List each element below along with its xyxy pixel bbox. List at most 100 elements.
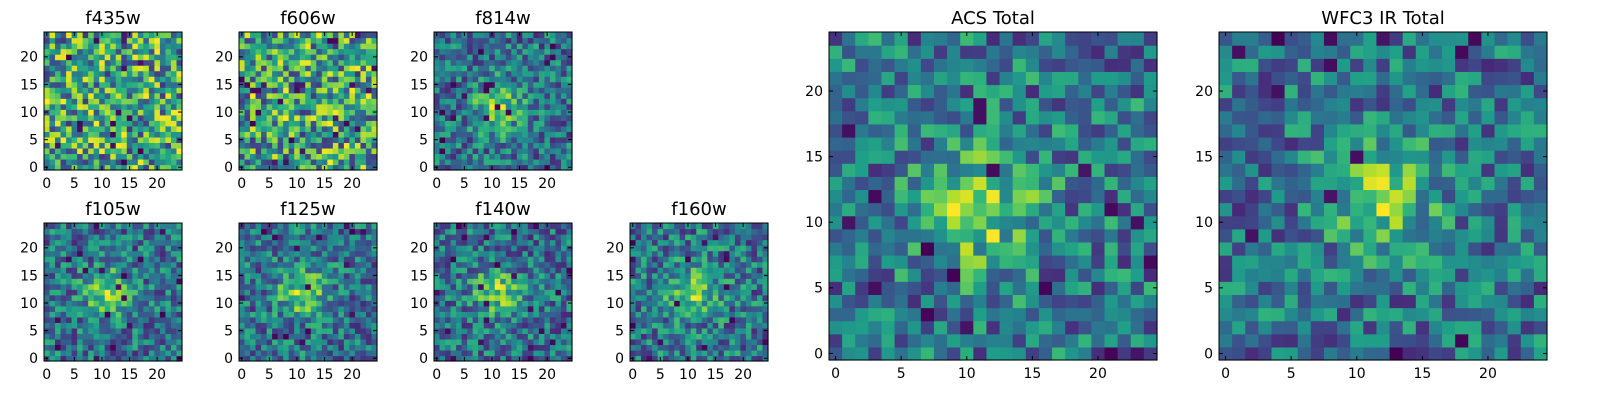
heatmap-cell bbox=[294, 234, 301, 241]
heatmap-cell bbox=[500, 32, 507, 39]
heatmap-cell bbox=[756, 300, 764, 307]
heatmap-cell bbox=[77, 283, 84, 290]
heatmap-cell bbox=[668, 239, 675, 246]
heatmap-cell bbox=[478, 43, 485, 50]
heatmap-cell bbox=[522, 333, 529, 340]
heatmap-cell bbox=[115, 316, 122, 323]
heatmap-cell bbox=[439, 333, 446, 340]
heatmap-cell bbox=[555, 300, 562, 307]
heatmap-cell bbox=[1065, 268, 1079, 282]
heatmap-cell bbox=[121, 87, 128, 94]
heatmap-cell bbox=[137, 103, 144, 110]
heatmap-cell bbox=[467, 81, 474, 88]
x-tick-label: 15 bbox=[121, 176, 139, 192]
heatmap-cell bbox=[560, 76, 568, 83]
heatmap-cell bbox=[674, 272, 681, 279]
heatmap-cell bbox=[712, 289, 719, 296]
heatmap-cell bbox=[159, 98, 167, 105]
heatmap-cell bbox=[66, 114, 73, 121]
heatmap-cell bbox=[439, 256, 446, 263]
heatmap-cell bbox=[170, 142, 178, 149]
heatmap-cell bbox=[288, 305, 295, 312]
heatmap-cell bbox=[538, 228, 545, 235]
heatmap-cell bbox=[244, 311, 251, 318]
heatmap-cell bbox=[176, 289, 183, 296]
heatmap-cell bbox=[434, 142, 441, 149]
heatmap-cell bbox=[701, 294, 708, 301]
heatmap-cell bbox=[294, 344, 301, 351]
heatmap-cell bbox=[299, 344, 306, 351]
heatmap-cell bbox=[66, 92, 73, 99]
heatmap-cell bbox=[549, 54, 557, 61]
heatmap-cell bbox=[60, 103, 67, 110]
heatmap-cell bbox=[745, 239, 753, 246]
heatmap-cell bbox=[327, 87, 334, 94]
heatmap-cell bbox=[478, 37, 485, 44]
heatmap-cell bbox=[690, 300, 697, 307]
heatmap-cell bbox=[555, 76, 562, 83]
heatmap-cell bbox=[115, 289, 122, 296]
heatmap-cell bbox=[516, 142, 523, 149]
heatmap-cell bbox=[115, 322, 122, 329]
heatmap-cell bbox=[104, 256, 111, 263]
heatmap-cell bbox=[439, 223, 446, 230]
heatmap-cell bbox=[868, 294, 883, 309]
heatmap-cell bbox=[933, 255, 948, 269]
heatmap-cell bbox=[121, 142, 128, 149]
heatmap-cell bbox=[283, 261, 290, 268]
heatmap-cell bbox=[250, 103, 257, 110]
heatmap-cell bbox=[365, 109, 373, 116]
heatmap-cell bbox=[93, 327, 100, 334]
heatmap-cell bbox=[365, 125, 373, 132]
heatmap-cell bbox=[239, 267, 246, 274]
heatmap-cell bbox=[93, 333, 100, 340]
heatmap-cell bbox=[316, 43, 323, 50]
heatmap-cell bbox=[137, 234, 144, 241]
heatmap-cell bbox=[354, 147, 362, 155]
heatmap-cell bbox=[239, 92, 246, 99]
heatmap-cell bbox=[327, 305, 334, 312]
heatmap-cell bbox=[255, 131, 262, 138]
heatmap-cell bbox=[881, 346, 896, 361]
heatmap-cell bbox=[321, 37, 328, 44]
heatmap-cell bbox=[635, 316, 642, 323]
heatmap-cell bbox=[66, 228, 73, 235]
heatmap-cell bbox=[154, 228, 161, 235]
heatmap-cell bbox=[533, 256, 540, 263]
heatmap-cell bbox=[299, 300, 306, 307]
heatmap-cell bbox=[439, 65, 446, 72]
heatmap-cell bbox=[371, 114, 378, 121]
heatmap-cell bbox=[505, 131, 512, 138]
heatmap-cell bbox=[294, 228, 301, 235]
heatmap-cell bbox=[371, 256, 378, 263]
heatmap-cell bbox=[354, 125, 362, 132]
heatmap-cell bbox=[132, 289, 139, 296]
heatmap-cell bbox=[527, 267, 534, 274]
heatmap-cell bbox=[255, 311, 262, 318]
heatmap-cell bbox=[99, 109, 106, 116]
heatmap-cell bbox=[137, 158, 144, 166]
heatmap-cell bbox=[44, 267, 51, 274]
heatmap-cell bbox=[881, 307, 896, 322]
heatmap-cell bbox=[299, 103, 306, 110]
heatmap-cell bbox=[239, 338, 246, 346]
heatmap-cell bbox=[283, 327, 290, 334]
heatmap-cell bbox=[165, 81, 172, 88]
heatmap-cell bbox=[360, 250, 367, 257]
heatmap-cell bbox=[511, 322, 518, 329]
heatmap-cell bbox=[104, 234, 111, 241]
heatmap-cell bbox=[489, 81, 496, 88]
heatmap-cell bbox=[544, 344, 551, 351]
heatmap-cell bbox=[99, 338, 106, 346]
heatmap-cell bbox=[701, 316, 708, 323]
heatmap-cell bbox=[762, 228, 769, 235]
heatmap-cell bbox=[555, 136, 562, 143]
heatmap-cell bbox=[652, 322, 659, 329]
heatmap-cell bbox=[49, 103, 56, 110]
heatmap-cell bbox=[126, 344, 133, 351]
heatmap-cell bbox=[685, 283, 692, 290]
heatmap-cell bbox=[439, 267, 446, 274]
heatmap-cell bbox=[947, 307, 961, 322]
heatmap-cell bbox=[894, 202, 909, 217]
heatmap-cell bbox=[652, 239, 659, 246]
